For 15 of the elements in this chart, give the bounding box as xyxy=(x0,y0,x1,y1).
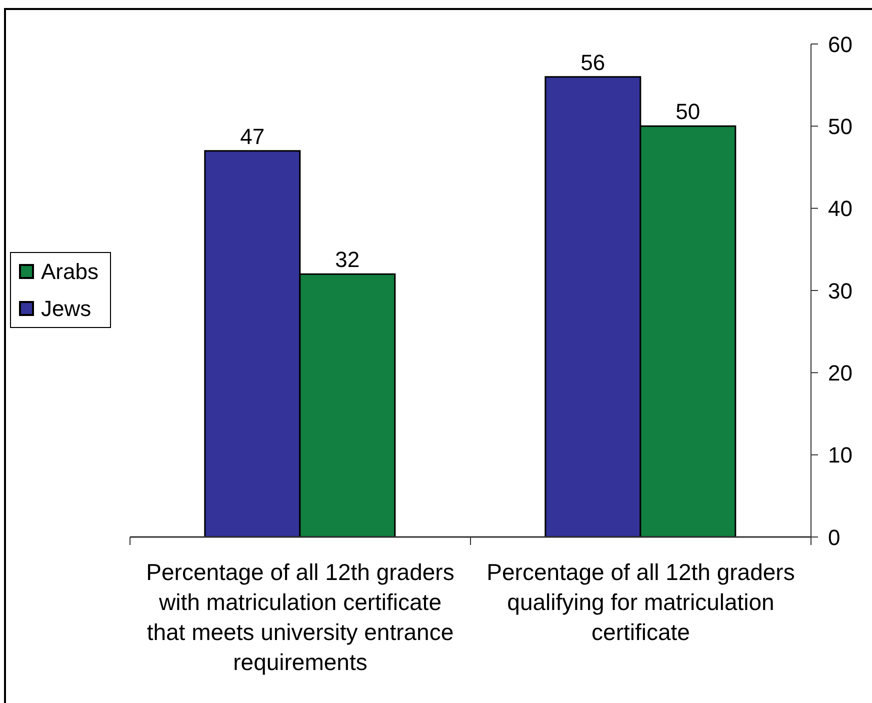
y-tick-label: 30 xyxy=(828,278,852,304)
y-tick-label: 60 xyxy=(828,32,852,57)
x-tick-label: Percentage of all 12th graders qualifying for matriculation certificate xyxy=(486,559,795,645)
y-tick-label: 50 xyxy=(828,114,852,139)
data-label: 32 xyxy=(335,247,360,272)
data-label: 56 xyxy=(580,50,606,75)
y-tick-label: 20 xyxy=(828,360,852,386)
legend-label: Jews xyxy=(41,296,92,322)
data-label: 47 xyxy=(240,124,265,149)
y-tick-label: 0 xyxy=(828,524,840,550)
y-tick-label: 10 xyxy=(828,442,852,468)
data-label: 50 xyxy=(676,99,700,124)
legend-label: Arabs xyxy=(41,258,98,284)
y-tick-label: 40 xyxy=(828,196,852,222)
x-tick-label: Percentage of all 12th graders with matriculation certificate that meets university entrance requirements xyxy=(146,559,454,675)
